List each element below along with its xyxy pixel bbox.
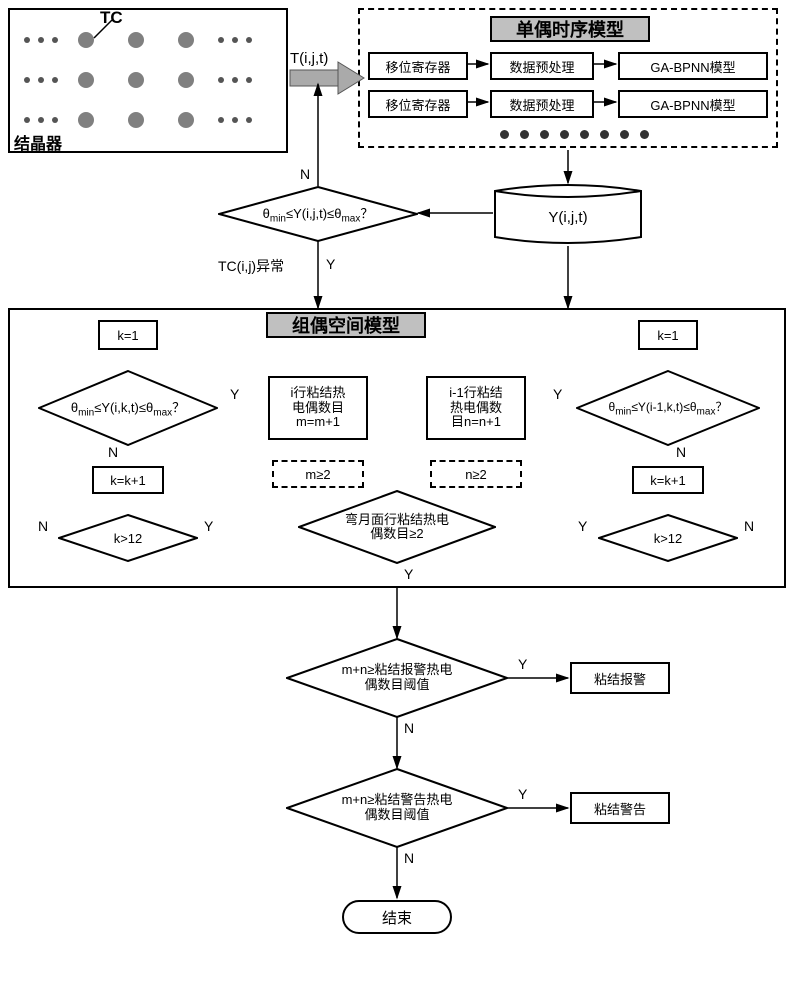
top-decision-n: N [300, 166, 310, 182]
alarm-result-2: 粘结警告 [570, 792, 670, 824]
group-model-title: 组偶空间模型 [266, 312, 426, 338]
top-decision-y: Y [326, 256, 335, 272]
right-inc: k=k+1 [632, 466, 704, 494]
storage-label: Y(i,j,t) [493, 197, 643, 237]
shift-reg-1: 移位寄存器 [368, 52, 468, 80]
single-model-box: 单偶时序模型 移位寄存器 数据预处理 GA-BPNN模型 移位寄存器 数据预处理… [358, 8, 778, 148]
gabpnn-1: GA-BPNN模型 [618, 52, 768, 80]
flowchart-root: TC 结晶器 单偶时序模型 移位寄存器 数据预处理 GA-BPNN模型 移位寄存… [8, 8, 786, 992]
preprocess-1: 数据预处理 [490, 52, 594, 80]
shift-reg-2: 移位寄存器 [368, 90, 468, 118]
right-init: k=1 [638, 320, 698, 350]
preprocess-2: 数据预处理 [490, 90, 594, 118]
tc-abnormal: TC(i,j)异常 [218, 256, 284, 276]
storage-y: Y(i,j,t) [493, 183, 643, 245]
left-thresh: m≥2 [272, 460, 364, 488]
left-init: k=1 [98, 320, 158, 350]
end-terminator: 结束 [342, 900, 452, 934]
signal-label: T(i,j,t) [290, 50, 328, 67]
right-count: i-1行粘结热电偶数目n=n+1 [426, 376, 526, 440]
left-inc: k=k+1 [92, 466, 164, 494]
crystallizer-label: 结晶器 [14, 130, 62, 154]
alarm-result-1: 粘结报警 [570, 662, 670, 694]
right-thresh: n≥2 [430, 460, 522, 488]
gabpnn-2: GA-BPNN模型 [618, 90, 768, 118]
left-count: i行粘结热电偶数目m=m+1 [268, 376, 368, 440]
crystallizer-box: TC 结晶器 [8, 8, 288, 153]
single-model-title: 单偶时序模型 [490, 16, 650, 42]
